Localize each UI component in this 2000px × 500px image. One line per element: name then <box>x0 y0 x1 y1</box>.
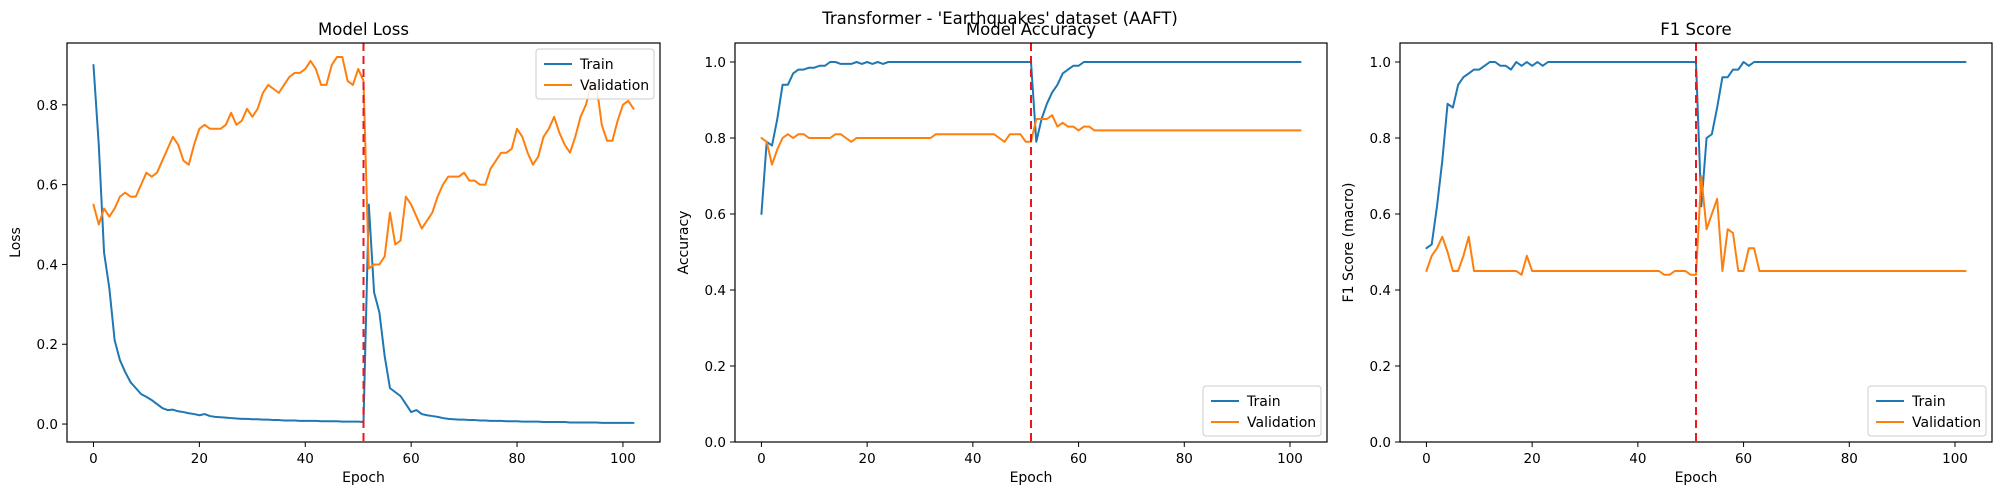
y-tick-label: 0.2 <box>37 337 58 353</box>
y-tick-label: 0.6 <box>37 178 58 194</box>
y-axis-label: Accuracy <box>676 211 692 275</box>
y-tick-label: 0.4 <box>1370 283 1391 299</box>
figure-suptitle: Transformer - 'Earthquakes' dataset (AAF… <box>821 9 1178 28</box>
x-tick-label: 20 <box>191 451 208 467</box>
y-tick-label: 0.8 <box>705 131 726 147</box>
legend-label-train: Train <box>1246 394 1281 410</box>
chart-title: Model Loss <box>318 20 409 39</box>
y-tick-label: 1.0 <box>1370 55 1391 71</box>
legend-label-validation: Validation <box>580 78 649 94</box>
x-axis-label: Epoch <box>1010 470 1053 486</box>
y-tick-label: 0.0 <box>705 435 726 451</box>
x-tick-label: 0 <box>89 451 98 467</box>
chart-panel-1: 0 20 40 60 80 100 0.0 0.2 0.4 0.6 0.8 Model Loss Epo… <box>8 20 661 486</box>
axes-frame <box>1399 42 1993 443</box>
x-tick-label: 100 <box>1942 451 1968 467</box>
legend-label-train: Train <box>1911 394 1946 410</box>
x-tick-label: 0 <box>757 451 766 467</box>
x-tick-label: 100 <box>610 451 636 467</box>
y-tick-label: 0.6 <box>705 207 726 223</box>
chart-panel-3: 0 20 40 60 80 100 0.0 0.2 0.4 0.6 0.8 1.0 F1 Score Ep… <box>1341 20 1993 486</box>
legend-label-validation: Validation <box>1247 415 1316 431</box>
y-tick-label: 0.6 <box>1370 207 1391 223</box>
x-tick-label: 40 <box>964 451 981 467</box>
x-tick-label: 80 <box>1176 451 1193 467</box>
y-tick-label: 1.0 <box>705 55 726 71</box>
y-axis-label: F1 Score (macro) <box>1341 183 1357 303</box>
series-line-validation <box>1425 175 1967 276</box>
x-tick-label: 20 <box>859 451 876 467</box>
x-tick-label: 40 <box>1629 451 1646 467</box>
x-tick-label: 80 <box>508 451 525 467</box>
x-tick-label: 60 <box>403 451 420 467</box>
x-axis-label: Epoch <box>1675 470 1718 486</box>
legend: Train Validation <box>1202 385 1322 437</box>
legend-label-validation: Validation <box>1912 415 1981 431</box>
axes-frame <box>66 42 661 443</box>
x-tick-label: 60 <box>1070 451 1087 467</box>
legend-box <box>1867 385 1987 437</box>
legend-box <box>1202 385 1322 437</box>
y-tick-label: 0.2 <box>1370 359 1391 375</box>
chart-title: Model Accuracy <box>966 20 1096 39</box>
legend-box <box>535 48 655 100</box>
x-tick-label: 40 <box>297 451 314 467</box>
legend: Train Validation <box>535 48 655 100</box>
y-axis-label: Loss <box>8 227 24 258</box>
chart-panels: 0 20 40 60 80 100 0.0 0.2 0.4 0.6 0.8 Model Loss Epo… <box>8 20 1993 486</box>
axes-frame <box>734 42 1328 443</box>
y-tick-label: 0.0 <box>37 417 58 433</box>
x-tick-label: 100 <box>1277 451 1303 467</box>
legend-label-train: Train <box>579 57 614 73</box>
legend: Train Validation <box>1867 385 1987 437</box>
y-tick-label: 0.4 <box>705 283 726 299</box>
x-tick-label: 80 <box>1841 451 1858 467</box>
y-tick-label: 0.0 <box>1370 435 1391 451</box>
chart-title: F1 Score <box>1660 20 1731 39</box>
x-tick-label: 60 <box>1735 451 1752 467</box>
series-line-validation <box>92 55 635 270</box>
x-tick-label: 20 <box>1524 451 1541 467</box>
y-tick-label: 0.4 <box>37 257 58 273</box>
y-tick-label: 0.8 <box>1370 131 1391 147</box>
chart-panel-2: 0 20 40 60 80 100 0.0 0.2 0.4 0.6 0.8 1.0 Model Accu… <box>676 20 1328 486</box>
x-tick-label: 0 <box>1422 451 1431 467</box>
x-axis-label: Epoch <box>342 470 385 486</box>
y-tick-label: 0.2 <box>705 359 726 375</box>
y-tick-label: 0.8 <box>37 98 58 114</box>
